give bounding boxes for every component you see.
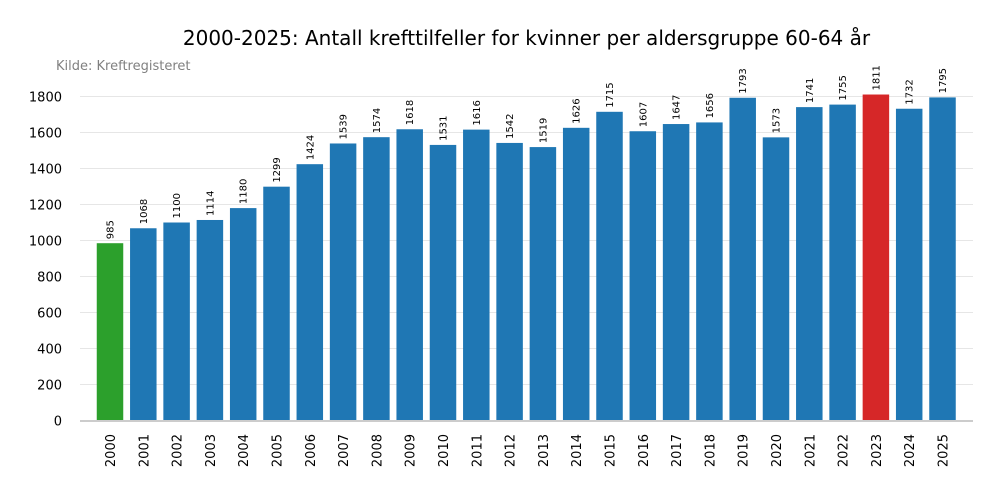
x-axis-ticks: 2000 2001 2002 2003 2004 2005 2006 2007 2008 2009…	[104, 434, 952, 467]
data-label: 1539	[339, 114, 350, 139]
x-tick-label: 2011	[470, 434, 485, 467]
x-tick-label: 2018	[703, 434, 718, 467]
x-tick-label: 2002	[171, 434, 186, 467]
x-tick-label: 2005	[271, 434, 286, 467]
bar	[562, 127, 590, 421]
bar	[796, 107, 823, 421]
x-tick-label: 2000	[104, 434, 119, 467]
data-label: 1647	[672, 95, 683, 120]
x-tick-label: 2010	[437, 434, 452, 467]
x-tick-label: 2020	[770, 434, 785, 467]
data-labels: 985 1068 1100 1114 1180 1299 1424 1539 1574 1618 1…	[106, 65, 950, 239]
x-tick-label: 2017	[670, 434, 685, 467]
x-tick-label: 2022	[837, 434, 852, 467]
bar	[895, 108, 923, 421]
chart-source: Kilde: Kreftregisteret	[56, 59, 191, 74]
x-tick-label: 2025	[937, 434, 952, 467]
x-tick-label: 2006	[304, 434, 319, 467]
bar	[629, 131, 657, 421]
bar	[329, 143, 357, 421]
data-label: 1299	[272, 157, 283, 182]
data-label: 1531	[439, 115, 450, 140]
data-label: 1618	[405, 100, 416, 125]
y-tick-label: 1000	[29, 235, 62, 250]
data-label: 1755	[838, 75, 849, 100]
bar	[263, 186, 290, 421]
bar	[396, 129, 423, 421]
bar	[529, 147, 557, 421]
y-tick-label: 1400	[29, 163, 62, 178]
bar	[196, 219, 224, 421]
y-tick-label: 600	[37, 307, 62, 322]
data-label: 1626	[572, 98, 583, 123]
data-label: 1574	[372, 108, 383, 133]
data-label: 985	[106, 220, 117, 239]
bar	[729, 97, 756, 421]
y-tick-label: 400	[37, 343, 62, 358]
x-tick-label: 2004	[237, 434, 252, 467]
data-label: 1068	[139, 199, 150, 224]
bar	[696, 122, 723, 421]
y-tick-label: 0	[54, 415, 62, 430]
data-label: 1616	[472, 100, 483, 125]
data-label: 1100	[172, 193, 183, 218]
data-label: 1732	[905, 79, 916, 104]
data-label: 1793	[738, 68, 749, 93]
bar	[496, 142, 523, 421]
data-label: 1424	[305, 135, 316, 160]
bar	[829, 104, 856, 421]
x-tick-label: 2023	[870, 434, 885, 467]
bars	[96, 94, 956, 421]
x-tick-label: 2013	[537, 434, 552, 467]
x-tick-label: 2019	[737, 434, 752, 467]
data-label: 1656	[705, 93, 716, 118]
bar	[96, 243, 124, 421]
bar	[296, 164, 324, 421]
y-tick-label: 800	[37, 271, 62, 286]
chart-title: 2000-2025: Antall krefttilfeller for kvi…	[182, 26, 871, 50]
bar	[130, 228, 157, 421]
data-label: 1715	[605, 82, 616, 107]
gridlines	[80, 96, 973, 385]
y-tick-label: 1600	[29, 127, 62, 142]
bar	[862, 94, 890, 421]
bar	[662, 124, 690, 421]
x-tick-label: 2021	[803, 434, 818, 467]
bar	[163, 222, 190, 421]
x-tick-label: 2014	[570, 434, 585, 467]
x-tick-label: 2001	[137, 434, 152, 467]
data-label: 1607	[638, 102, 649, 127]
bar	[929, 97, 956, 421]
bar	[363, 137, 390, 421]
x-tick-label: 2015	[604, 434, 619, 467]
y-tick-label: 200	[37, 379, 62, 394]
bar	[463, 129, 490, 421]
y-tick-label: 1200	[29, 199, 62, 214]
data-label: 1741	[805, 78, 816, 103]
y-tick-label: 1800	[29, 91, 62, 106]
x-tick-label: 2012	[504, 434, 519, 467]
data-label: 1519	[538, 118, 549, 143]
x-tick-label: 2007	[337, 434, 352, 467]
x-tick-label: 2024	[903, 434, 918, 467]
bar	[429, 144, 457, 421]
x-tick-label: 2008	[370, 434, 385, 467]
data-label: 1114	[205, 191, 216, 216]
x-tick-label: 2009	[404, 434, 419, 467]
bar	[229, 208, 257, 421]
x-tick-label: 2016	[637, 434, 652, 467]
bar	[596, 111, 623, 421]
bar	[762, 137, 790, 421]
data-label: 1795	[938, 68, 949, 93]
y-axis-ticks: 0 200 400 600 800 1000 1200 1400 1600 1800	[29, 91, 62, 430]
data-label: 1811	[871, 65, 882, 90]
data-label: 1180	[239, 179, 250, 204]
data-label: 1542	[505, 113, 516, 138]
data-label: 1573	[772, 108, 783, 133]
x-tick-label: 2003	[204, 434, 219, 467]
